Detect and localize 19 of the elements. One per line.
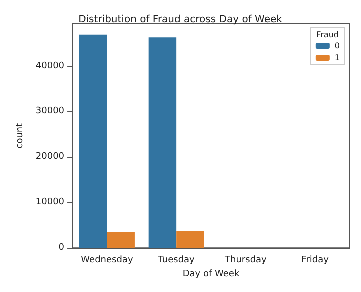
legend-label: 1 bbox=[334, 54, 340, 62]
bar bbox=[176, 231, 204, 248]
legend-label: 0 bbox=[334, 42, 340, 50]
y-tick-label: 40000 bbox=[36, 61, 65, 72]
legend-title: Fraud bbox=[316, 30, 339, 40]
x-tick-label: Wednesday bbox=[81, 256, 134, 266]
bar bbox=[79, 34, 108, 248]
x-tick-label: Thursday bbox=[224, 256, 268, 266]
x-tick-label: Friday bbox=[302, 256, 330, 266]
x-tick-label: Tuesday bbox=[157, 256, 196, 266]
y-tick-label: 30000 bbox=[36, 106, 65, 117]
y-axis-title: count bbox=[16, 122, 26, 149]
y-tick-label: 10000 bbox=[36, 198, 65, 208]
chart-title: Distribution of Fraud across Day of Week bbox=[78, 14, 283, 26]
y-tick-label: 20000 bbox=[36, 152, 65, 162]
x-axis-title: Day of Week bbox=[182, 270, 240, 280]
bar bbox=[107, 232, 135, 248]
bar bbox=[148, 38, 177, 248]
y-tick-label: 0 bbox=[58, 243, 65, 254]
